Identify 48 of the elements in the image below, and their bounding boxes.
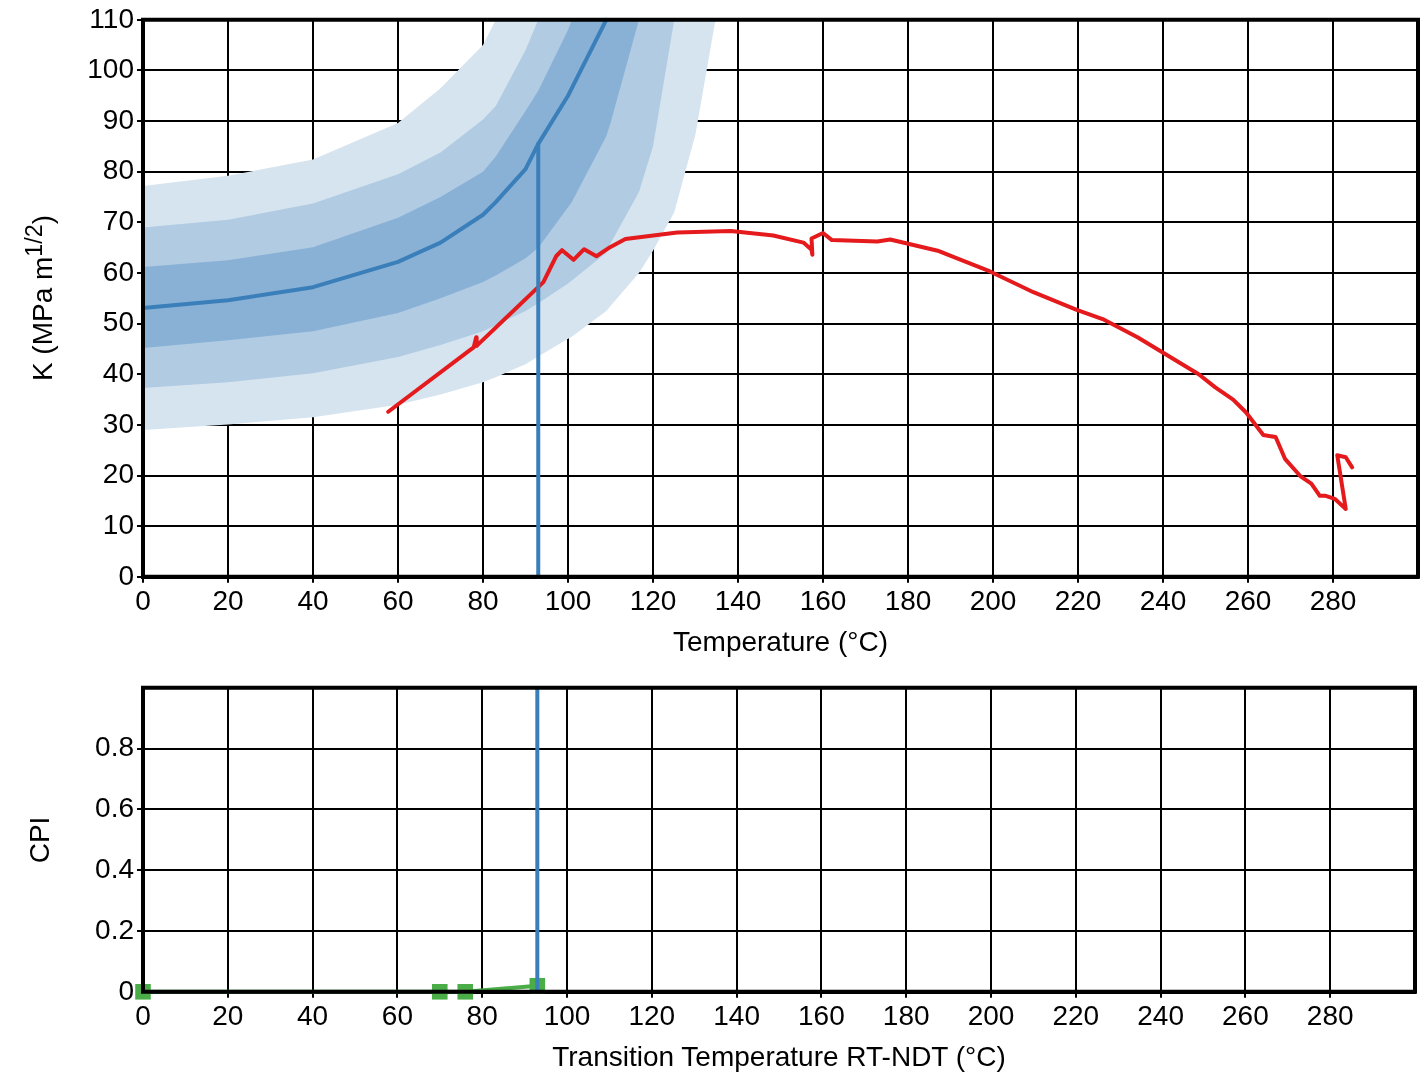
x-tick-label: 120 [629,585,677,617]
x-tick-label: 160 [799,585,847,617]
x-tick-label: 80 [467,585,499,617]
x-tick-label: 20 [212,1000,244,1032]
x-tick-label: 240 [1139,585,1187,617]
x-tick-label: 60 [381,1000,413,1032]
x-tick-label: 140 [713,1000,760,1032]
x-tick-label: 200 [969,585,1017,617]
y-tick-label: 60 [102,255,134,287]
x-tick-label: 260 [1224,585,1272,617]
x-tick-label: 140 [714,585,762,617]
y-tick-label: 100 [87,53,134,85]
y-tick-label: 20 [102,458,134,490]
y-tick-label: 0.2 [95,913,134,945]
x-tick-label: 100 [543,1000,591,1032]
x-tick-label: 220 [1052,1000,1100,1032]
x-tick-label: 220 [1054,585,1102,617]
x-tick-label: 240 [1137,1000,1184,1032]
x-tick-label: 40 [297,1000,329,1032]
y-tick-label: 110 [89,2,134,34]
y-tick-label: 40 [102,356,134,388]
x-tick-label: 120 [628,1000,676,1032]
x-tick-label: 180 [884,585,932,617]
y-axis-title: CPI [24,816,56,864]
x-tick-label: 180 [882,1000,930,1032]
x-tick-label: 80 [466,1000,498,1032]
y-tick-label: 0.6 [95,792,134,824]
x-tick-label: 160 [798,1000,845,1032]
x-tick-label: 40 [297,585,329,617]
x-axis-title: Temperature (°C) [672,625,889,657]
y-tick-label: 0.4 [95,852,134,884]
y-tick-label: 70 [102,205,134,237]
y-tick-label: 0 [118,559,134,591]
x-tick-label: 200 [967,1000,1015,1032]
x-axis-title: Transition Temperature RT-NDT (°C) [552,1040,1006,1072]
y-tick-label: 80 [102,154,134,186]
y-tick-label: 30 [102,407,134,439]
x-tick-label: 100 [544,585,592,617]
x-tick-label: 260 [1222,1000,1269,1032]
x-tick-label: 280 [1306,1000,1354,1032]
y-tick-label: 0 [118,974,134,1006]
x-tick-label: 60 [382,585,414,617]
x-tick-label: 280 [1309,585,1357,617]
x-tick-label: 20 [212,585,244,617]
y-tick-label: 90 [102,103,134,135]
y-tick-label: 0.8 [95,731,134,763]
y-tick-label: 10 [102,508,134,540]
y-tick-label: 50 [102,306,134,338]
